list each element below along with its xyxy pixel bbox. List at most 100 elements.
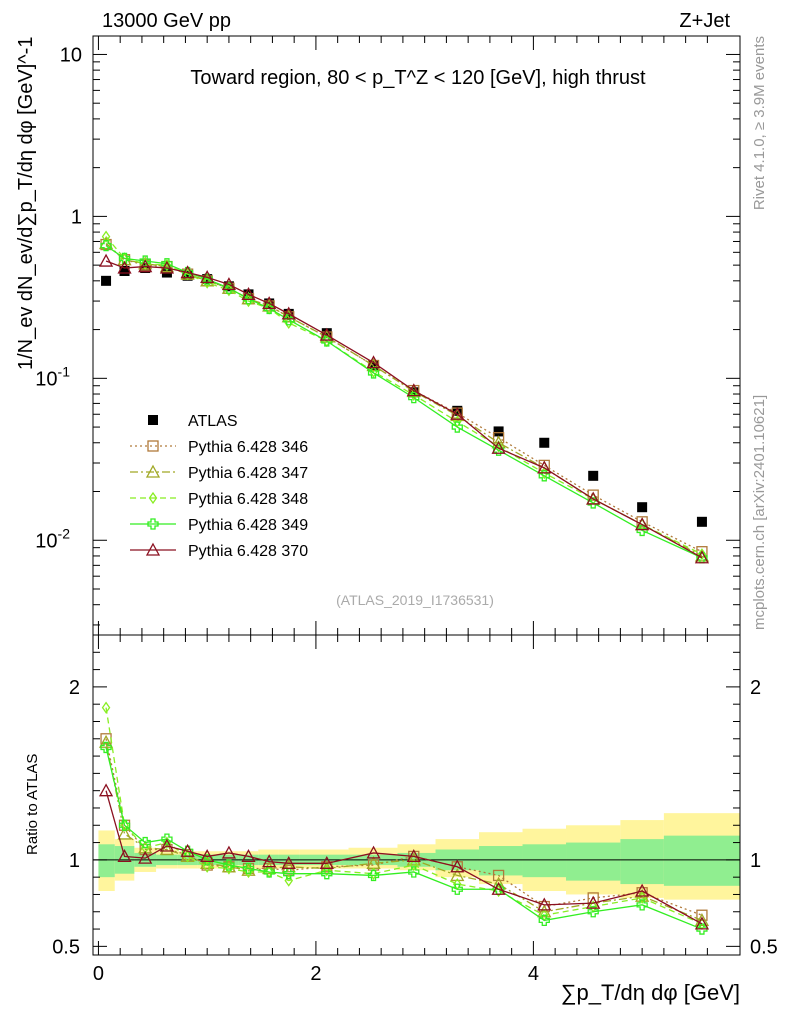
ratio-point [263, 866, 275, 878]
x-tick-label: 0 [93, 963, 104, 985]
data-point [537, 460, 552, 474]
data-point [138, 259, 153, 273]
ratio-point [281, 855, 296, 869]
ratio-point [694, 913, 710, 927]
data-point [319, 327, 334, 341]
legend-label: Pythia 6.428 346 [188, 439, 308, 456]
ratio-line [105, 742, 703, 922]
data-point [201, 273, 213, 285]
data-point [159, 260, 175, 274]
ratio-point [366, 845, 381, 859]
ratio-point [262, 861, 277, 875]
series-pythia-6-428-347 [98, 236, 710, 562]
ratio-point [321, 868, 333, 880]
mcplots-label: mcplots.cern.ch [arXiv:2401.10621] [751, 395, 768, 630]
data-point [635, 517, 650, 531]
data-point [182, 270, 193, 281]
ratio-y-axis-label: Ratio to ATLAS [24, 754, 41, 855]
data-point [262, 296, 277, 310]
ratio-point [636, 899, 648, 911]
x-tick-label: 4 [528, 963, 539, 985]
legend-label: ATLAS [188, 413, 238, 430]
data-point [491, 440, 506, 454]
legend-marker [145, 542, 161, 556]
ratio-point [586, 895, 601, 909]
legend-marker [145, 464, 161, 478]
data-point [694, 550, 710, 564]
data-point [200, 270, 215, 284]
series-pythia-6-428-370 [98, 253, 710, 564]
legend-entry: ATLAS [148, 413, 238, 430]
ratio-point [409, 858, 419, 872]
data-point [101, 230, 111, 243]
data-point [100, 239, 112, 252]
data-point [223, 282, 235, 294]
ratio-panel-frame [92, 634, 741, 956]
ratio-point [537, 897, 552, 911]
ratio-point [100, 741, 112, 754]
ratio-panel: 2 2 1 1 0.5 0.5 0 2 4 Ratio to ATLAS ∑p_T/dη dφ … [24, 634, 778, 1005]
band-data [98, 844, 115, 878]
legend-entry: Pythia 6.428 346 [130, 439, 308, 456]
data-point [492, 444, 505, 456]
series-pythia-6-428-349 [100, 239, 708, 564]
series-line-pythia-6-428-370 [105, 260, 703, 559]
data-point [450, 406, 465, 420]
legend-marker [148, 491, 158, 505]
legend-marker [147, 440, 159, 452]
data-point [224, 284, 234, 297]
data-point [180, 265, 195, 279]
ratio-series-pythia-6-428-370 [98, 783, 710, 930]
data-point [221, 277, 237, 291]
legend-entry: Pythia 6.428 370 [130, 542, 308, 560]
series-line-pythia-6-428-349 [105, 245, 703, 559]
legend-entry: Pythia 6.428 347 [130, 464, 308, 482]
ratio-point [98, 783, 114, 797]
ratio-point [180, 843, 195, 857]
ratio-point [283, 868, 295, 880]
ratio-line [105, 790, 703, 925]
ratio-point [139, 843, 151, 856]
legend-label: Pythia 6.428 370 [188, 543, 308, 560]
y-tick-label: 10 [60, 44, 82, 66]
ratio-point [587, 906, 599, 918]
ratio-point [406, 849, 421, 863]
ratio-point [117, 849, 132, 863]
ratio-point [223, 859, 235, 871]
data-point [538, 470, 550, 482]
band-data [566, 842, 621, 881]
legend-entry: Pythia 6.428 349 [130, 517, 308, 534]
ratio-point [241, 862, 256, 876]
y-tick-label: 10-1 [35, 363, 70, 390]
ratio-point [159, 842, 175, 856]
ratio-point [221, 845, 237, 859]
x-axis-label: ∑p_T/dη dφ [GeV] [561, 980, 740, 1005]
data-point [586, 491, 601, 505]
watermark: (ATLAS_2019_I1736531) [336, 592, 494, 608]
ratio-point [101, 701, 111, 714]
legend-label: Pythia 6.428 348 [188, 491, 308, 508]
ratio-y-tick-label-right: 0.5 [750, 936, 778, 958]
data-point [117, 260, 132, 274]
data-point [539, 437, 550, 448]
band-data [522, 844, 567, 878]
ratio-point [537, 904, 552, 918]
data-point [241, 287, 256, 301]
chart-title: Toward region, 80 < p_T^Z < 120 [GeV], h… [190, 67, 646, 89]
ratio-point [491, 881, 506, 895]
data-point [367, 367, 380, 379]
y-tick-label: 1 [71, 206, 82, 228]
data-point [140, 257, 150, 270]
series-pythia-6-428-346 [100, 238, 708, 558]
ratio-point [450, 868, 465, 882]
ratio-point [201, 854, 213, 866]
ratio-point [200, 855, 215, 869]
data-point [493, 426, 504, 437]
ratio-point [492, 869, 505, 882]
ratio-point [242, 862, 255, 875]
data-point [452, 405, 463, 416]
data-point [366, 355, 381, 369]
data-point [321, 328, 332, 339]
data-point [406, 383, 421, 397]
y-tick-label: 10-2 [35, 525, 70, 552]
